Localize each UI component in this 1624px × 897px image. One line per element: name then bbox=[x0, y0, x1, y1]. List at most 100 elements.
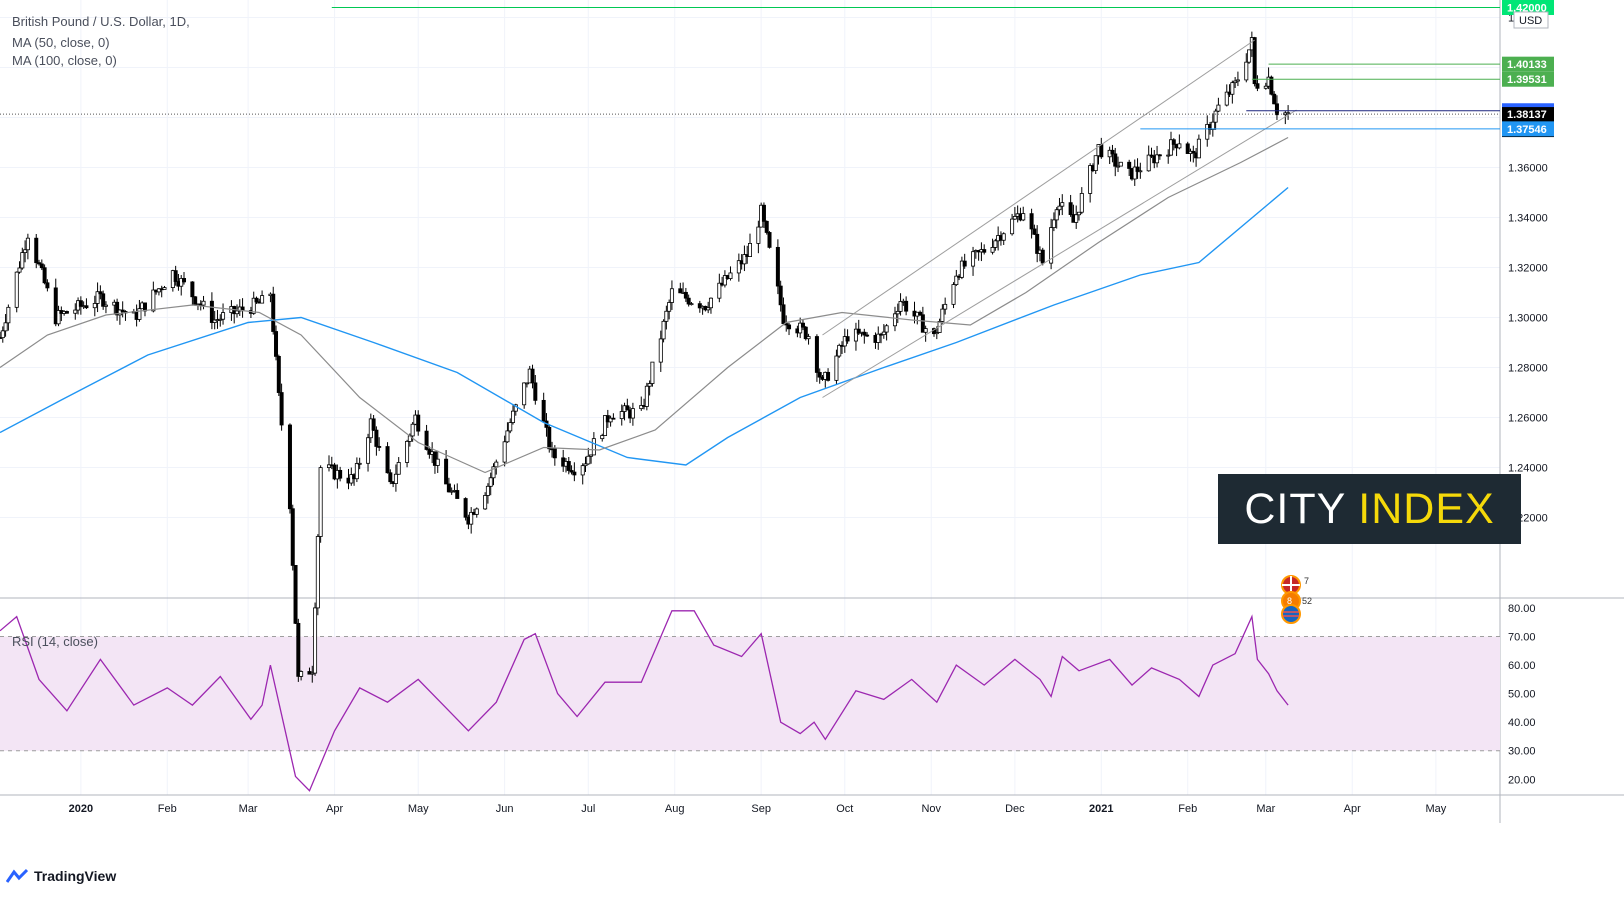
candle-down bbox=[1274, 103, 1279, 116]
candle-down bbox=[432, 451, 437, 466]
currency-box bbox=[1513, 11, 1549, 29]
candle-up bbox=[25, 237, 30, 251]
candle-up bbox=[14, 271, 19, 308]
candle-up bbox=[1166, 154, 1171, 157]
candle-up bbox=[940, 308, 945, 322]
candle-up bbox=[1247, 49, 1252, 63]
time-tick-label: May bbox=[1425, 803, 1446, 815]
candle-up bbox=[993, 240, 998, 248]
candle-up bbox=[1051, 219, 1056, 229]
candle-down bbox=[920, 314, 925, 333]
candle-down bbox=[530, 368, 535, 384]
candle-up bbox=[1010, 218, 1015, 235]
candle-down bbox=[683, 291, 688, 299]
time-tick-label: Nov bbox=[921, 803, 941, 815]
candle-down bbox=[552, 448, 557, 459]
ma100-legend: MA (100, close, 0) bbox=[12, 53, 117, 68]
candle-down bbox=[845, 336, 850, 342]
candle-up bbox=[251, 297, 256, 314]
candle-up bbox=[315, 536, 320, 609]
flag-count-top: 7 bbox=[1304, 576, 1309, 586]
candle-up bbox=[318, 467, 323, 537]
candle-down bbox=[611, 417, 616, 420]
candle-up bbox=[260, 295, 265, 304]
candle-up bbox=[1001, 233, 1006, 241]
candle-up bbox=[748, 243, 753, 257]
candle-up bbox=[586, 455, 591, 465]
candle-up bbox=[488, 477, 493, 487]
candle-down bbox=[287, 424, 292, 510]
candle-up bbox=[357, 462, 362, 465]
city-index-logo: CITY INDEX bbox=[1218, 474, 1521, 544]
candle-down bbox=[1040, 249, 1045, 264]
time-tick-label: Apr bbox=[326, 803, 343, 815]
candle-down bbox=[761, 204, 766, 222]
candle-down bbox=[767, 232, 772, 248]
candle-up bbox=[313, 607, 318, 674]
candle-up bbox=[798, 322, 803, 334]
candle-up bbox=[669, 288, 674, 303]
candle-up bbox=[736, 260, 741, 274]
candle-down bbox=[800, 322, 805, 328]
candle-up bbox=[405, 440, 410, 463]
candle-down bbox=[37, 262, 42, 265]
time-tick-label: Feb bbox=[1178, 803, 1197, 815]
candle-down bbox=[463, 498, 468, 518]
candle-down bbox=[547, 426, 552, 450]
candle-down bbox=[1110, 149, 1115, 155]
candle-up bbox=[1116, 165, 1121, 168]
rsi-tick-label: 40.00 bbox=[1508, 717, 1536, 729]
candle-down bbox=[1068, 202, 1073, 215]
candle-down bbox=[279, 392, 284, 426]
candle-up bbox=[742, 254, 747, 265]
price-badge bbox=[1502, 56, 1554, 72]
candle-up bbox=[639, 405, 644, 410]
price-badge bbox=[1502, 121, 1554, 137]
chart-title: British Pound / U.S. Dollar, 1D, bbox=[12, 14, 190, 29]
time-tick-label: Jun bbox=[496, 803, 514, 815]
candle-down bbox=[142, 302, 147, 312]
candle-up bbox=[511, 410, 516, 423]
price-tick-label: 1.34000 bbox=[1508, 213, 1548, 225]
currency-label: USD bbox=[1519, 15, 1542, 27]
candle-up bbox=[1244, 61, 1249, 81]
candle-up bbox=[1216, 104, 1221, 112]
candle-up bbox=[162, 287, 167, 290]
tradingview-footer[interactable]: TradingView bbox=[6, 868, 116, 884]
candle-down bbox=[120, 309, 125, 312]
candle-up bbox=[6, 306, 11, 324]
candle-down bbox=[764, 220, 769, 233]
candle-up bbox=[366, 437, 371, 464]
candle-up bbox=[410, 423, 415, 437]
candle-down bbox=[862, 331, 867, 336]
candle-down bbox=[566, 461, 571, 471]
news-flags-icon[interactable]: 7 8 52 bbox=[1274, 574, 1320, 624]
candle-up bbox=[95, 291, 100, 304]
price-tick-label: 1.28000 bbox=[1508, 363, 1548, 375]
candle-up bbox=[1233, 80, 1238, 84]
price-tick-label: 1.30000 bbox=[1508, 313, 1548, 325]
candle-down bbox=[817, 372, 822, 378]
candle-down bbox=[293, 565, 298, 624]
candle-up bbox=[608, 417, 613, 423]
ma100-line bbox=[0, 186, 1289, 466]
candle-up bbox=[1138, 170, 1143, 173]
trend-channel-line bbox=[822, 39, 1255, 336]
candle-up bbox=[491, 466, 496, 479]
candle-down bbox=[182, 278, 187, 283]
candle-down bbox=[814, 336, 819, 373]
candle-up bbox=[1213, 110, 1218, 123]
candle-up bbox=[524, 382, 529, 385]
candle-down bbox=[371, 418, 376, 431]
candle-up bbox=[600, 435, 605, 440]
rsi-legend: RSI (14, close) bbox=[12, 634, 98, 649]
candle-up bbox=[1146, 154, 1151, 172]
time-tick-label: 2021 bbox=[1089, 803, 1113, 815]
candle-down bbox=[190, 281, 195, 298]
candle-down bbox=[1185, 143, 1190, 154]
candle-down bbox=[98, 291, 103, 295]
rsi-band bbox=[0, 636, 1500, 751]
candle-down bbox=[803, 326, 808, 340]
candle-up bbox=[591, 438, 596, 456]
